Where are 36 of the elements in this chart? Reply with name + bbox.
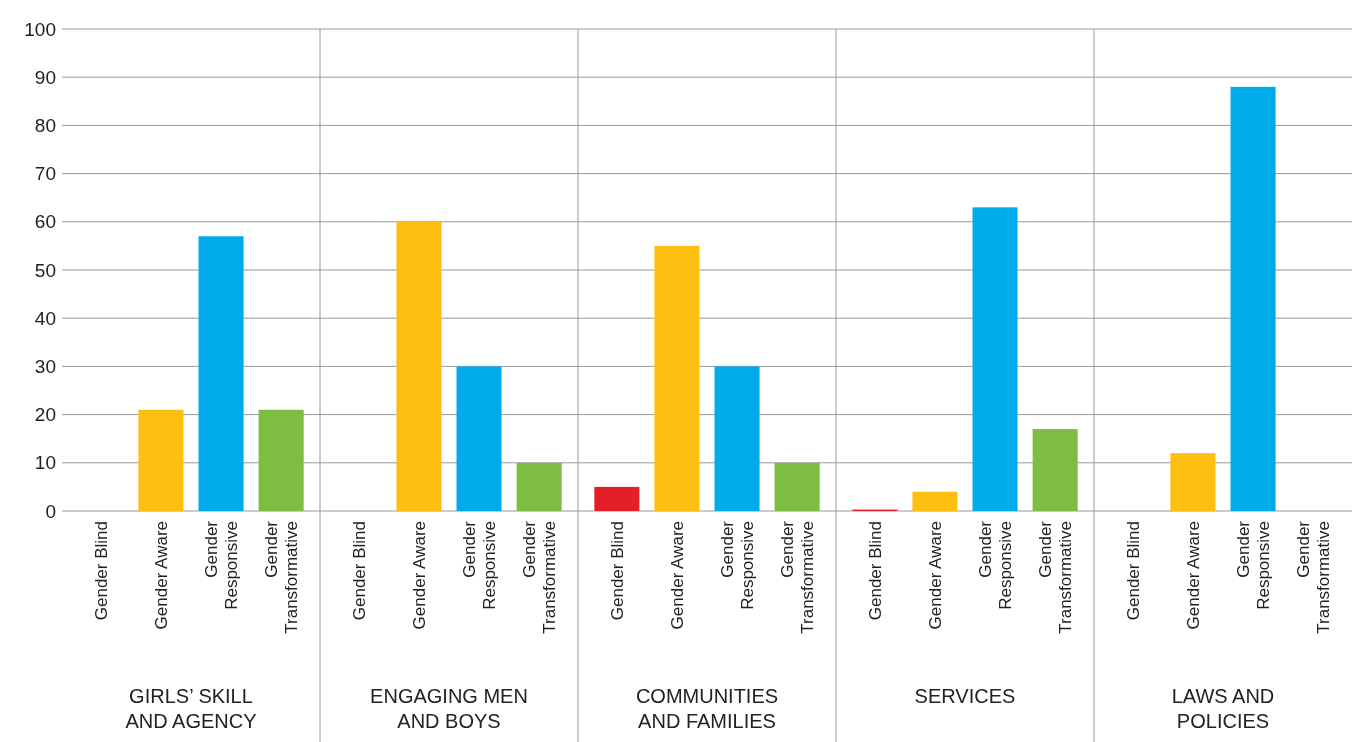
x-tick-label: Gender Aware xyxy=(1183,521,1203,630)
y-tick-label: 40 xyxy=(34,307,56,329)
y-tick-label: 50 xyxy=(34,259,56,281)
x-tick-label: Gender Transformative xyxy=(520,520,560,634)
x-tick-label: Gender Blind xyxy=(607,521,627,621)
x-tick-label: Gender Transformative xyxy=(1294,520,1334,634)
text: LAWS AND POLICIES xyxy=(1171,685,1275,732)
text: COMMUNITIES AND FAMILIES xyxy=(635,685,779,732)
y-tick-label: 70 xyxy=(34,163,56,185)
x-tick-label: Gender Responsive xyxy=(460,520,500,610)
y-tick-label: 30 xyxy=(34,355,56,377)
text: ENGAGING MEN AND BOYS xyxy=(370,685,528,732)
x-tick-label: Gender Aware xyxy=(151,521,171,630)
x-tick-label: Gender Responsive xyxy=(1234,520,1274,610)
y-tick-label: 90 xyxy=(34,66,56,88)
x-tick-label: Gender Blind xyxy=(1123,521,1143,621)
x-tick-label: Gender Blind xyxy=(91,521,111,621)
y-tick-label: 100 xyxy=(24,18,56,40)
text: SERVICES xyxy=(914,685,1016,707)
text: GIRLS’ SKILL AND AGENCY xyxy=(125,685,257,732)
x-tick-label: Gender Responsive xyxy=(976,520,1016,610)
x-tick-label: Gender Transformative xyxy=(262,520,302,634)
y-tick-label: 60 xyxy=(34,211,56,233)
x-tick-label: Gender Transformative xyxy=(778,520,818,634)
x-tick-label: Gender Aware xyxy=(409,521,429,630)
x-tick-label: Gender Blind xyxy=(865,521,885,621)
x-tick-label: Gender Aware xyxy=(925,521,945,630)
y-tick-label: 80 xyxy=(34,114,56,136)
x-tick-label: Gender Blind xyxy=(349,521,369,621)
x-tick-label: Gender Aware xyxy=(667,521,687,630)
x-tick-label: Gender Responsive xyxy=(718,520,758,610)
y-tick-label: 10 xyxy=(34,452,56,474)
x-tick-label: Gender Responsive xyxy=(202,520,242,610)
y-tick-label: 0 xyxy=(45,500,56,522)
y-tick-label: 20 xyxy=(34,404,56,426)
x-tick-label: Gender Transformative xyxy=(1036,520,1076,634)
